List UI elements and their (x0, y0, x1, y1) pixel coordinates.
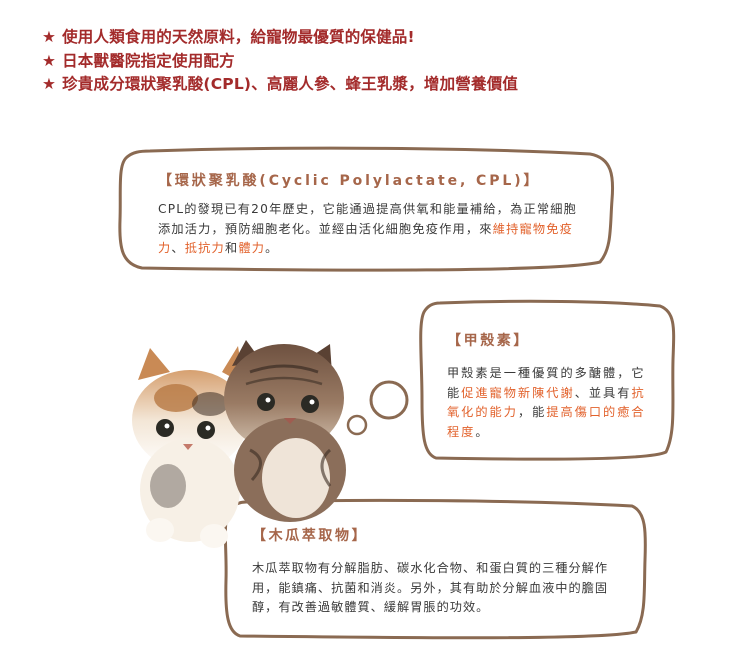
chitosan-separator: ，能 (517, 405, 547, 419)
thought-circle-small (346, 414, 368, 436)
cpl-section: 【環狀聚乳酸(Cyclic Polylactate, CPL)】 CPL的發現已… (158, 170, 588, 259)
cpl-separator: 、 (171, 241, 185, 255)
chitosan-highlight-antioxidant: 抗氧化的能力 (447, 385, 646, 420)
chitosan-separator: 、並具有 (574, 385, 632, 400)
bubble-cpl (118, 146, 615, 272)
chitosan-body-text: 甲殼素是一種優質的多醣體，它能 (447, 366, 646, 400)
chitosan-highlight-healing: 提高傷口的癒合程度 (447, 405, 646, 439)
thought-circle-large (369, 380, 409, 420)
kitten-left (132, 346, 248, 548)
chitosan-body: 甲殼素是一種優質的多醣體，它能促進寵物新陳代謝、並具有抗氧化的能力，能提高傷口的… (447, 364, 657, 442)
headline-item: ★ 使用人類食用的天然原料，給寵物最優質的保健品! (42, 26, 518, 50)
cpl-separator: 和 (224, 241, 239, 255)
chitosan-section: 【甲殼素】 甲殼素是一種優質的多醣體，它能促進寵物新陳代謝、並具有抗氧化的能力，… (447, 330, 657, 442)
papaya-body: 木瓜萃取物有分解脂肪、碳水化合物、和蛋白質的三種分解作用，能鎮痛、抗菌和消炎。另… (252, 561, 609, 614)
star-icon: ★ (42, 51, 57, 70)
headline-text: 使用人類食用的天然原料，給寵物最優質的保健品! (62, 28, 415, 46)
cpl-body-text: CPL的發現已有20年歷史，它能通過提高供氧和能量補給，為正常細胞添加活力，預防… (158, 202, 578, 236)
cpl-highlight-resistance: 抵抗力 (184, 241, 225, 255)
bubble-chitosan (419, 299, 676, 461)
papaya-title: 【木瓜萃取物】 (252, 528, 369, 544)
headline-item: ★ 珍貴成分環狀聚乳酸(CPL)、高麗人參、蜂王乳漿，增加營養價值 (42, 73, 518, 97)
headline-item: ★ 日本獸醫院指定使用配方 (42, 50, 518, 74)
star-icon: ★ (42, 75, 57, 93)
cpl-highlight-stamina: 體力 (238, 241, 266, 255)
cpl-body: CPL的發現已有20年歷史，它能通過提高供氧和能量補給，為正常細胞添加活力，預防… (158, 200, 588, 259)
headline-text: 珍貴成分環狀聚乳酸(CPL)、高麗人參、蜂王乳漿，增加營養價值 (62, 75, 519, 93)
cpl-title: 【環狀聚乳酸(Cyclic Polylactate, CPL)】 (158, 173, 541, 189)
cpl-end: 。 (265, 241, 279, 255)
chitosan-title: 【甲殼素】 (447, 333, 530, 349)
kitten-right (224, 340, 346, 522)
chitosan-end: 。 (475, 424, 490, 439)
star-icon: ★ (42, 28, 57, 46)
chitosan-highlight-metabolism: 促進寵物新陳代謝 (461, 385, 575, 400)
papaya-section: 【木瓜萃取物】 木瓜萃取物有分解脂肪、碳水化合物、和蛋白質的三種分解作用，能鎮痛… (252, 525, 627, 618)
cpl-highlight-immunity: 維持寵物免疫力 (158, 221, 574, 256)
headline-text: 日本獸醫院指定使用配方 (62, 51, 235, 70)
headline-list: ★ 使用人類食用的天然原料，給寵物最優質的保健品! ★ 日本獸醫院指定使用配方 ★ 珍… (42, 26, 518, 97)
